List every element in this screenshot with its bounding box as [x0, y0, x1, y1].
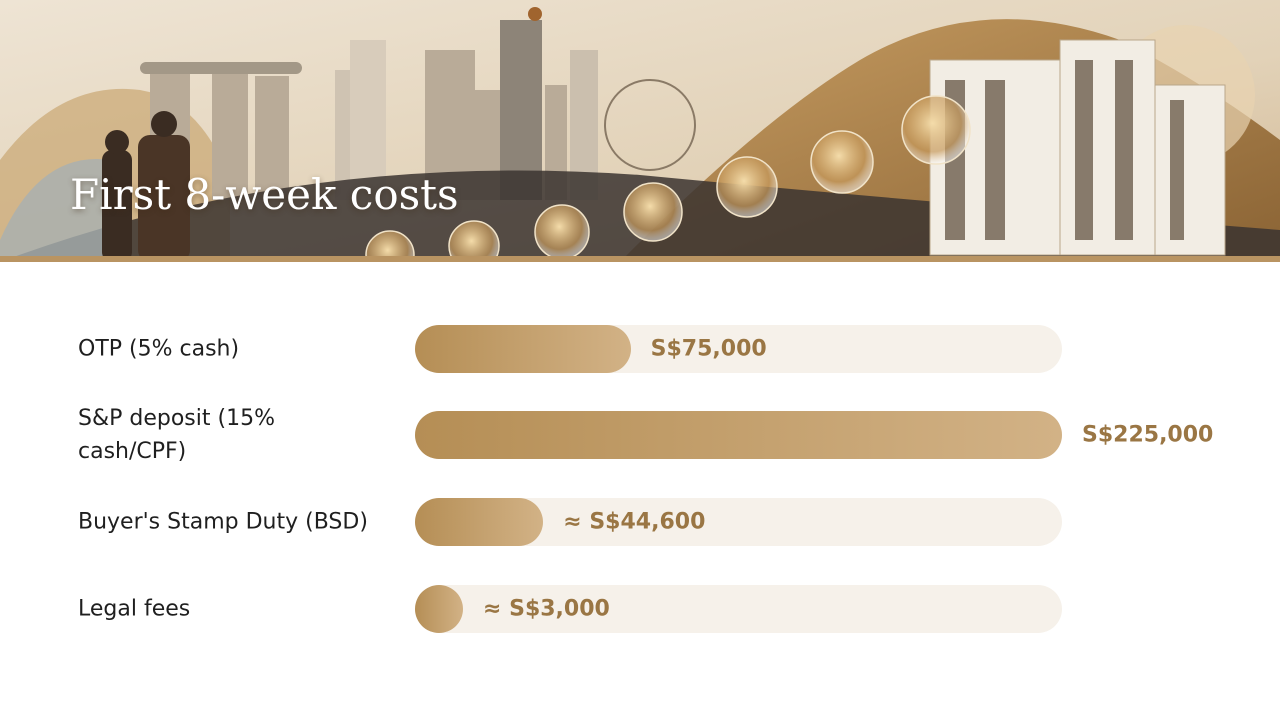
value-label: S$225,000	[1082, 422, 1214, 448]
bar	[415, 498, 544, 546]
category-label: Legal fees	[78, 596, 191, 622]
header-image	[0, 0, 1280, 262]
category-label: Buyer's Stamp Duty (BSD)	[78, 509, 368, 535]
bar	[415, 325, 631, 373]
category-label: S&P deposit (15% cash/CPF)	[78, 406, 275, 464]
value-label: ≈ S$44,600	[563, 509, 706, 535]
bar-track	[415, 585, 1062, 633]
category-label: OTP (5% cash)	[78, 336, 240, 362]
value-label: ≈ S$3,000	[483, 596, 610, 622]
bar	[415, 585, 463, 633]
slide-title: First 8-week costs	[70, 170, 459, 219]
bar	[415, 411, 1062, 459]
value-label: S$75,000	[650, 336, 767, 362]
